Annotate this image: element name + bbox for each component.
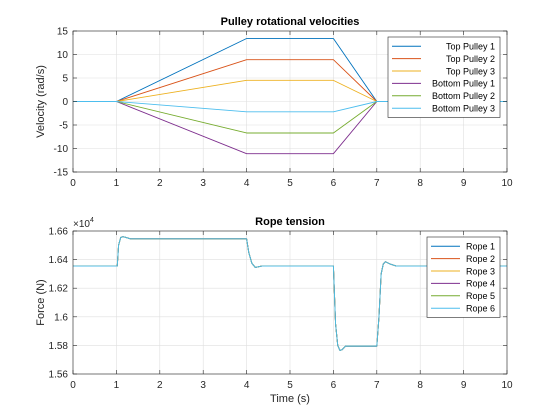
- velocity-legend-label: Top Pulley 2: [446, 54, 495, 64]
- velocity-legend: Top Pulley 1 Top Pulley 2 Top Pulley 3 Bott…: [387, 36, 501, 118]
- velocity-legend-label: Bottom Pulley 3: [432, 104, 495, 114]
- tension-axes: 0 1 2 3 4 5 6 7 8 9 10 1.56 1.58 1.6 1.62 1.64 1.66 Rope…: [35, 216, 513, 405]
- velocity-y-axis-label: Velocity (rad/s): [35, 65, 47, 138]
- velocity-legend-label: Top Pulley 1: [446, 42, 495, 52]
- velocity-x-tick-label: 6: [331, 178, 337, 189]
- tension-x-tick-label: 3: [200, 380, 206, 391]
- tension-x-tick-label: 10: [501, 380, 513, 391]
- tension-y-axis-label: Force (N): [35, 279, 47, 325]
- velocity-y-tick-label: 15: [57, 27, 69, 38]
- velocity-y-tick-label: -15: [54, 168, 69, 179]
- velocity-legend-label: Bottom Pulley 2: [432, 91, 495, 101]
- velocity-x-tick-label: 3: [200, 178, 206, 189]
- velocity-x-tick-label: 10: [501, 178, 513, 189]
- velocity-x-tick-label: 7: [374, 178, 380, 189]
- tension-x-tick-label: 1: [114, 380, 120, 391]
- tension-x-tick-label: 5: [287, 380, 293, 391]
- velocity-x-tick-label: 9: [461, 178, 467, 189]
- velocity-y-tick-label: 5: [62, 74, 68, 85]
- tension-y-tick-label: 1.6: [54, 312, 68, 323]
- velocity-axes: 0 1 2 3 4 5 6 7 8 9 10 -15 -10 -5 0 5 10 15 Pulley rotati…: [35, 16, 513, 189]
- tension-x-tick-label: 6: [331, 380, 337, 391]
- tension-legend-label: Rope 3: [466, 266, 495, 276]
- tension-series-line-6: [73, 236, 507, 351]
- tension-legend-label: Rope 2: [466, 254, 495, 264]
- velocity-x-tick-label: 0: [70, 178, 76, 189]
- velocity-y-tick-label: 10: [57, 50, 69, 61]
- tension-ticks: 0 1 2 3 4 5 6 7 8 9 10 1.56 1.58 1.6 1.62 1.64 1.66: [49, 227, 513, 392]
- tension-y-exponent-power: 4: [90, 217, 94, 224]
- velocity-x-tick-label: 5: [287, 178, 293, 189]
- tension-x-tick-label: 4: [244, 380, 250, 391]
- tension-y-tick-label: 1.62: [49, 284, 69, 295]
- tension-y-exponent: ×104: [73, 217, 94, 230]
- velocity-legend-box: [387, 36, 501, 118]
- tension-legend: Rope 1 Rope 2 Rope 3 Rope 4 Rope 5 Rope 6: [426, 236, 501, 318]
- tension-y-exponent-base: ×10: [73, 219, 90, 230]
- velocity-x-tick-label: 2: [157, 178, 163, 189]
- velocity-x-tick-label: 4: [244, 178, 250, 189]
- tension-y-tick-label: 1.56: [49, 370, 69, 381]
- velocity-legend-label: Bottom Pulley 1: [432, 79, 495, 89]
- tension-legend-label: Rope 4: [466, 279, 495, 289]
- tension-legend-box: [426, 236, 501, 318]
- velocity-x-tick-label: 1: [114, 178, 120, 189]
- velocity-y-tick-label: 0: [62, 97, 68, 108]
- velocity-x-tick-label: 8: [417, 178, 423, 189]
- velocity-y-tick-label: -10: [54, 144, 69, 155]
- tension-legend-label: Rope 6: [466, 304, 495, 314]
- tension-x-tick-label: 8: [417, 380, 423, 391]
- tension-x-tick-label: 7: [374, 380, 380, 391]
- tension-y-tick-label: 1.58: [49, 341, 69, 352]
- velocity-ticks: 0 1 2 3 4 5 6 7 8 9 10 -15 -10 -5 0 5 10 15: [54, 27, 513, 190]
- velocity-legend-label: Top Pulley 3: [446, 66, 495, 76]
- tension-y-tick-label: 1.66: [49, 227, 69, 238]
- tension-y-tick-label: 1.64: [49, 255, 69, 266]
- tension-x-tick-label: 9: [461, 380, 467, 391]
- velocity-y-tick-label: -5: [59, 121, 68, 132]
- velocity-chart-title: Pulley rotational velocities: [221, 16, 360, 28]
- tension-x-axis-label: Time (s): [270, 393, 310, 405]
- tension-x-tick-label: 0: [70, 380, 76, 391]
- tension-legend-label: Rope 1: [466, 242, 495, 252]
- tension-chart-title: Rope tension: [255, 216, 325, 228]
- tension-series-lines: [73, 236, 507, 351]
- tension-x-tick-label: 2: [157, 380, 163, 391]
- tension-legend-label: Rope 5: [466, 291, 495, 301]
